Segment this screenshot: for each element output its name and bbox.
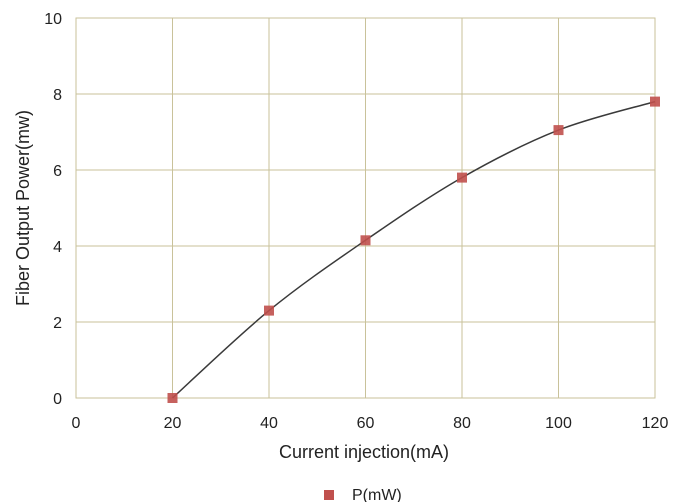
y-tick-label: 0 bbox=[53, 391, 62, 408]
data-points bbox=[167, 96, 660, 403]
x-tick-label: 20 bbox=[164, 415, 182, 432]
x-tick-label: 40 bbox=[260, 415, 278, 432]
data-point-4 bbox=[553, 125, 564, 136]
data-point-3 bbox=[457, 172, 467, 183]
data-point-2 bbox=[360, 235, 371, 246]
x-tick-label: 80 bbox=[453, 415, 471, 432]
data-point-1 bbox=[264, 305, 274, 316]
trend-curve bbox=[171, 100, 656, 399]
y-tick-label: 4 bbox=[53, 239, 62, 256]
x-axis-title: Current injection(mA) bbox=[279, 442, 449, 462]
y-tick-label: 8 bbox=[53, 87, 62, 104]
y-tick-label: 6 bbox=[53, 163, 62, 180]
y-tick-label: 10 bbox=[44, 11, 62, 28]
data-point-0 bbox=[167, 393, 178, 403]
x-tick-label: 120 bbox=[642, 415, 669, 432]
data-point-5 bbox=[650, 96, 660, 107]
legend: P(mW) bbox=[324, 487, 402, 502]
y-tick-label: 2 bbox=[53, 315, 62, 332]
y-axis-tick-labels: 0 2 4 6 8 10 bbox=[44, 11, 62, 408]
x-tick-label: 0 bbox=[72, 415, 81, 432]
legend-label-p-mw: P(mW) bbox=[352, 487, 402, 502]
x-tick-label: 100 bbox=[545, 415, 572, 432]
y-axis-title: Fiber Output Power(mw) bbox=[13, 110, 33, 306]
plot-area-border bbox=[75, 17, 656, 399]
x-tick-label: 60 bbox=[357, 415, 375, 432]
x-axis-tick-labels: 0 20 40 60 80 100 120 bbox=[72, 415, 669, 432]
legend-marker-p-mw bbox=[324, 490, 334, 500]
